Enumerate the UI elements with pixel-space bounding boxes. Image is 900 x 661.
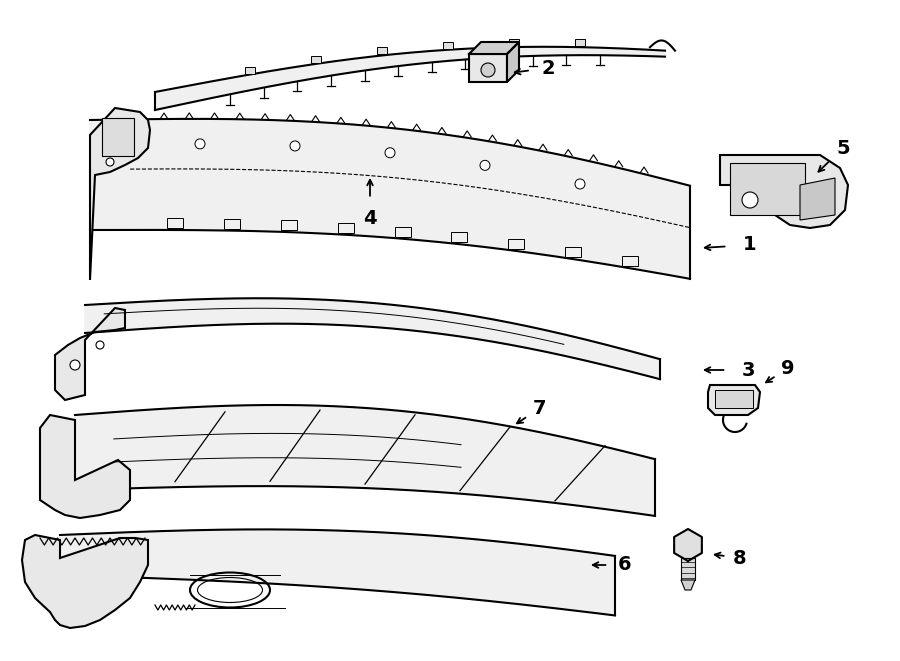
Bar <box>311 56 321 63</box>
Circle shape <box>742 192 758 208</box>
Polygon shape <box>708 385 760 415</box>
Polygon shape <box>85 298 660 379</box>
Bar <box>167 218 183 228</box>
Bar <box>509 39 519 46</box>
Polygon shape <box>720 155 848 228</box>
Bar <box>508 239 524 249</box>
Bar <box>377 48 387 54</box>
Polygon shape <box>90 108 150 280</box>
Bar <box>224 219 240 229</box>
Polygon shape <box>90 119 690 279</box>
Polygon shape <box>681 580 695 590</box>
Polygon shape <box>60 529 615 615</box>
Text: 2: 2 <box>541 59 554 77</box>
Bar <box>730 163 805 215</box>
Bar <box>622 256 638 266</box>
Text: 8: 8 <box>734 549 747 568</box>
Text: 7: 7 <box>533 399 547 418</box>
Bar <box>281 220 297 230</box>
Text: 9: 9 <box>781 358 795 377</box>
Circle shape <box>96 341 104 349</box>
Circle shape <box>480 161 490 171</box>
Bar <box>565 247 581 257</box>
Circle shape <box>481 63 495 77</box>
Polygon shape <box>507 42 519 82</box>
Text: 4: 4 <box>364 208 377 227</box>
Bar <box>575 39 585 46</box>
Circle shape <box>385 148 395 158</box>
Bar <box>443 42 453 49</box>
Bar <box>452 232 467 242</box>
Bar <box>102 118 134 156</box>
Polygon shape <box>155 47 665 110</box>
Circle shape <box>575 179 585 189</box>
Bar <box>245 67 255 73</box>
Circle shape <box>195 139 205 149</box>
Text: 6: 6 <box>618 555 632 574</box>
Circle shape <box>290 141 300 151</box>
Bar <box>681 558 695 580</box>
Polygon shape <box>75 405 655 516</box>
Bar <box>715 390 753 408</box>
Polygon shape <box>40 415 130 518</box>
Text: 3: 3 <box>742 360 755 379</box>
Polygon shape <box>22 535 148 628</box>
Text: 1: 1 <box>743 235 757 254</box>
Circle shape <box>106 158 114 166</box>
Polygon shape <box>800 178 835 220</box>
Bar <box>394 227 410 237</box>
Bar <box>469 54 507 82</box>
Circle shape <box>70 360 80 370</box>
Polygon shape <box>55 308 125 400</box>
Polygon shape <box>469 42 519 54</box>
Polygon shape <box>674 529 702 561</box>
Text: 5: 5 <box>836 139 850 157</box>
Bar <box>338 223 354 233</box>
